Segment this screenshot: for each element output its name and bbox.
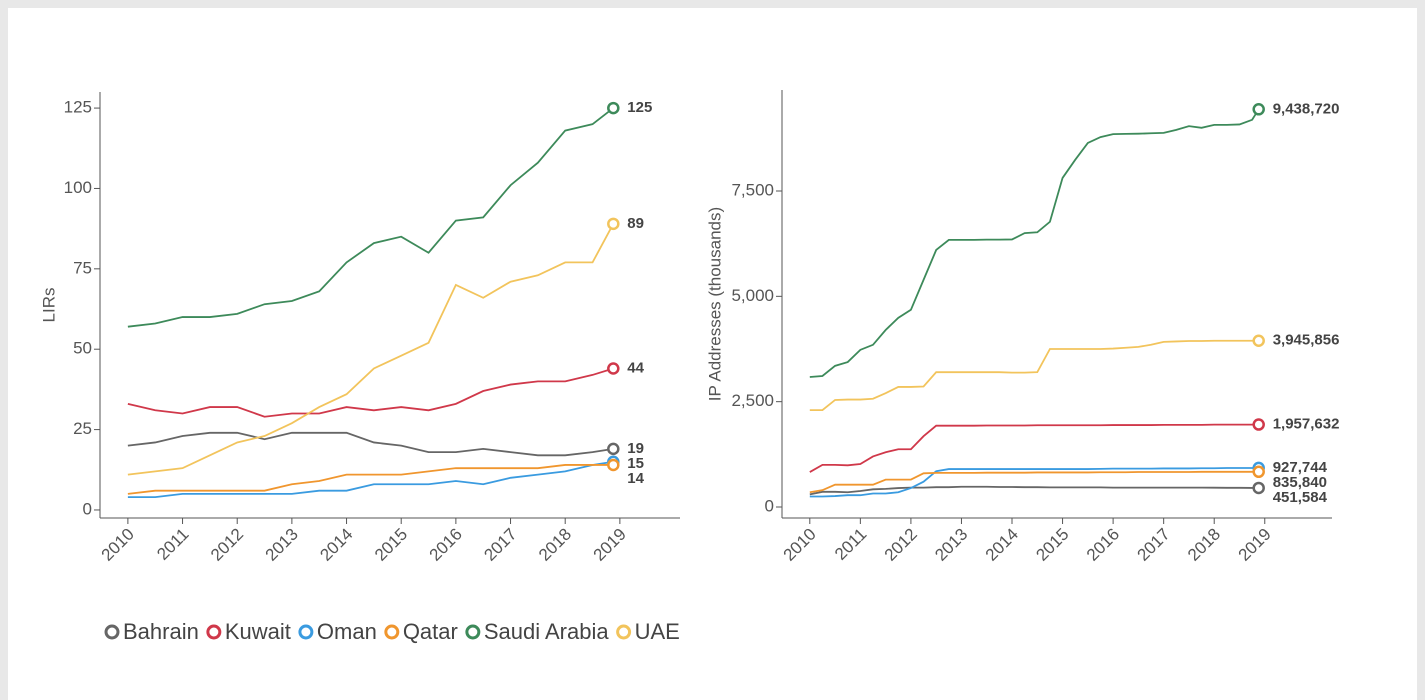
legend-marker — [206, 624, 222, 640]
end-label: 835,840 — [1273, 474, 1327, 491]
y-tick-label: 25 — [73, 419, 92, 438]
end-marker — [607, 217, 620, 231]
y-tick-label: 50 — [73, 339, 92, 358]
series-line — [127, 223, 615, 476]
end-label: 89 — [627, 215, 644, 232]
end-label: 125 — [627, 99, 652, 116]
legend-label: Kuwait — [225, 619, 291, 644]
end-marker — [1252, 418, 1265, 431]
legend-label: Qatar — [403, 619, 458, 644]
end-label: 1,957,632 — [1273, 415, 1340, 432]
end-marker — [607, 101, 620, 115]
series-line — [127, 431, 614, 457]
end-label: 15 — [627, 455, 644, 472]
end-label: 14 — [627, 470, 644, 487]
y-tick-label: 125 — [64, 98, 92, 117]
series-line — [809, 467, 1259, 498]
legend-marker — [616, 624, 632, 640]
y-tick-label: 100 — [64, 178, 92, 197]
end-marker — [607, 442, 620, 456]
end-label: 3,945,856 — [1273, 332, 1340, 349]
legend-label: Oman — [317, 619, 377, 644]
legend-label: UAE — [635, 619, 680, 644]
y-tick-label: 75 — [73, 258, 92, 277]
end-marker — [607, 458, 620, 472]
legend-marker — [384, 624, 400, 640]
legend-label: Bahrain — [123, 619, 199, 644]
legend-marker — [465, 624, 481, 640]
series-line — [809, 108, 1260, 378]
end-marker — [1252, 334, 1265, 347]
series-line — [127, 367, 614, 418]
end-marker — [1252, 103, 1265, 116]
legend-marker — [104, 624, 120, 640]
end-label: 451,584 — [1273, 489, 1328, 506]
legend-marker — [298, 624, 314, 640]
end-label: 19 — [627, 440, 644, 457]
series-line — [809, 485, 1259, 496]
series-line — [127, 107, 614, 328]
end-label: 9,438,720 — [1273, 100, 1340, 117]
series-line — [127, 460, 614, 499]
end-marker — [607, 362, 620, 375]
series-line — [809, 470, 1259, 494]
end-marker — [1252, 465, 1265, 479]
series-line — [809, 423, 1259, 473]
y-tick-label: 2,500 — [731, 391, 774, 410]
y-tick-label: 5,000 — [731, 286, 774, 305]
end-marker — [1252, 481, 1265, 495]
panel — [8, 8, 1417, 700]
legend-label: Saudi Arabia — [484, 619, 610, 644]
y-tick-label: 0 — [765, 496, 774, 515]
y-tick-label: 7,500 — [731, 180, 774, 199]
end-label: 44 — [627, 359, 644, 376]
series-line — [127, 464, 614, 495]
y-tick-label: 0 — [83, 499, 92, 518]
end-label: 927,744 — [1273, 459, 1328, 476]
y-axis-label: IP Addresses (thousands) — [705, 207, 724, 401]
series-line — [809, 339, 1259, 411]
y-axis-label: LIRs — [39, 288, 58, 323]
